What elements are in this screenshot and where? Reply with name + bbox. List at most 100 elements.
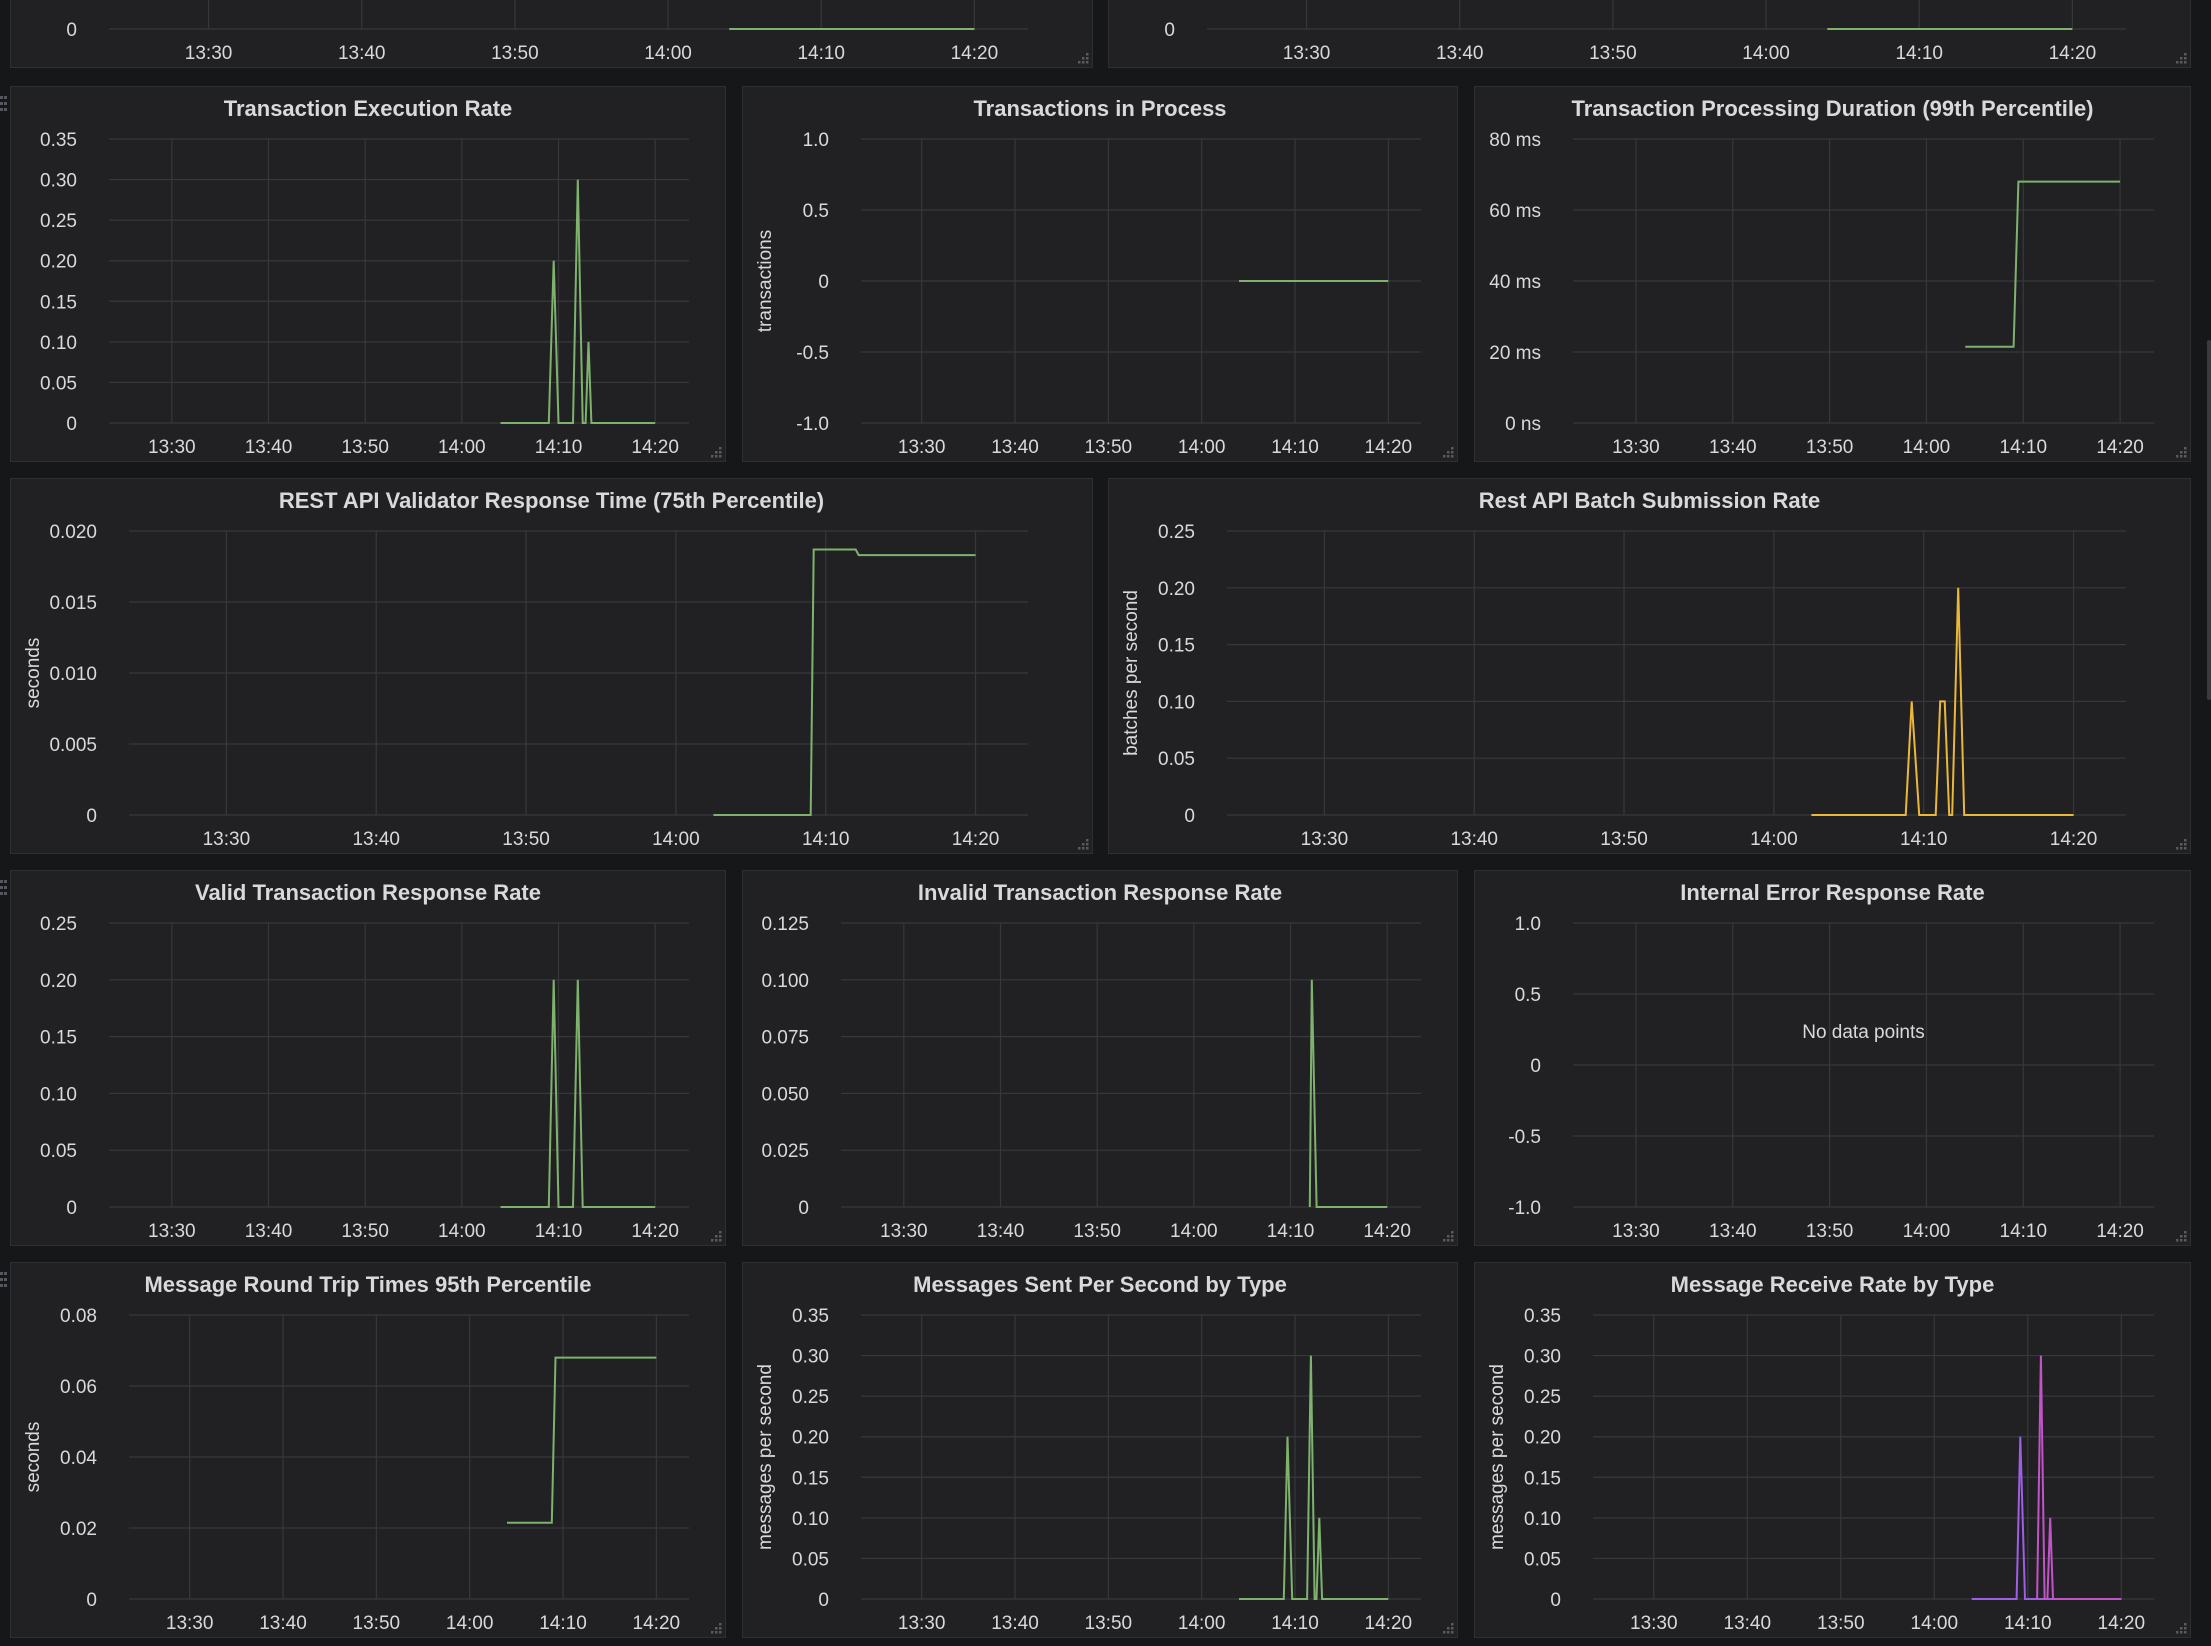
panel-resize-handle-icon[interactable] — [2174, 837, 2188, 851]
y-tick-label: 0.10 — [1524, 1509, 1561, 1530]
y-tick-label: 0.05 — [40, 373, 77, 394]
graph-panel[interactable]: Transaction Processing Duration (99th Pe… — [1474, 86, 2191, 462]
panel-resize-handle-icon[interactable] — [709, 445, 723, 459]
panel-title[interactable]: Message Receive Rate by Type — [1670, 1272, 1995, 1297]
graph-canvas[interactable]: 0.08 0.06 0.04 0.02 0 13:30 13:40 13:50 14:00 14:… — [11, 1263, 725, 1637]
graph-canvas[interactable]: 0.25 0.20 0.15 0.10 0.05 0 13:30 13:40 13:50 14:0… — [11, 871, 725, 1245]
graph-canvas[interactable]: 0 13:30 13:40 13:50 14:00 14:10 14:20 — [1109, 0, 2190, 67]
panel-title[interactable]: Valid Transaction Response Rate — [194, 880, 541, 905]
x-tick-label: 14:20 — [2096, 437, 2144, 458]
graph-canvas[interactable]: 0 13:30 13:40 13:50 14:00 14:10 14:20 — [11, 0, 1092, 67]
y-tick-label: 0.015 — [49, 593, 97, 614]
row-drag-handle[interactable] — [0, 94, 8, 118]
series-line[interactable] — [1965, 180, 2121, 348]
panel-title[interactable]: Message Round Trip Times 95th Percentile — [144, 1272, 592, 1297]
graph-canvas[interactable]: 0.35 0.30 0.25 0.20 0.15 0.10 0.05 0 13:30 13:40 1… — [11, 87, 725, 461]
row-drag-handle[interactable] — [0, 1270, 8, 1294]
x-tick-label: 13:50 — [502, 829, 550, 850]
y-axis-label: seconds — [23, 638, 44, 709]
graph-panel[interactable]: Message Receive Rate by Type 0.35 0.30 0.25… — [1474, 1262, 2191, 1638]
page-scrollbar[interactable] — [2207, 340, 2211, 700]
panel-resize-handle-icon[interactable] — [1076, 837, 1090, 851]
x-tick-label: 14:10 — [1271, 1613, 1319, 1634]
series-line[interactable] — [507, 1356, 657, 1524]
x-tick-label: 14:00 — [1911, 1613, 1959, 1634]
graph-canvas[interactable]: 0.125 0.100 0.075 0.050 0.025 0 13:30 13:40 13:5… — [743, 871, 1457, 1245]
x-tick-label: 14:10 — [1900, 829, 1948, 850]
series-line[interactable] — [500, 979, 656, 1208]
x-tick-label: 13:30 — [166, 1613, 214, 1634]
series-line[interactable] — [500, 179, 656, 424]
y-tick-label: 0.020 — [49, 522, 97, 543]
graph-canvas[interactable]: 0.35 0.30 0.25 0.20 0.15 0.10 0.05 0 13:30 13:40 1… — [1475, 1263, 2190, 1637]
x-tick-label: 13:40 — [991, 1613, 1039, 1634]
y-tick-label: 0.05 — [1158, 749, 1195, 770]
x-tick-label: 13:40 — [338, 43, 386, 64]
panel-resize-handle-icon[interactable] — [2174, 1621, 2188, 1635]
graph-panel[interactable]: Transactions in Process 1.0 0.5 0 -0.5 -1.0 13… — [742, 86, 1458, 462]
panel-title[interactable]: Transaction Processing Duration (99th Pe… — [1571, 96, 2094, 121]
x-tick-label: 13:40 — [1709, 1221, 1757, 1242]
x-tick-label: 14:20 — [1363, 1221, 1411, 1242]
graph-panel[interactable]: 0 13:30 13:40 13:50 14:00 14:10 14:20 — [1108, 0, 2191, 68]
graph-panel[interactable]: Message Round Trip Times 95th Percentile… — [10, 1262, 726, 1638]
panel-resize-handle-icon[interactable] — [1441, 1229, 1455, 1243]
panel-title[interactable]: Messages Sent Per Second by Type — [913, 1272, 1287, 1297]
y-tick-label: 1.0 — [1515, 914, 1541, 935]
graph-panel[interactable]: REST API Validator Response Time (75th P… — [10, 478, 1093, 854]
series-line[interactable] — [1239, 1355, 1389, 1600]
x-tick-label: 13:30 — [880, 1221, 928, 1242]
graph-canvas[interactable]: 0.020 0.015 0.010 0.005 0 13:30 13:40 13:50 14:0… — [11, 479, 1092, 853]
x-tick-label: 13:50 — [1085, 437, 1133, 458]
panel-title[interactable]: Transaction Execution Rate — [223, 96, 513, 121]
panel-title[interactable]: Rest API Batch Submission Rate — [1478, 488, 1821, 513]
y-tick-label: 0.010 — [49, 664, 97, 685]
graph-panel[interactable]: Invalid Transaction Response Rate 0.125 0.… — [742, 870, 1458, 1246]
y-tick-label: 0.025 — [761, 1141, 809, 1162]
series-line[interactable] — [713, 548, 976, 816]
graph-canvas[interactable]: 80 ms 60 ms 40 ms 20 ms 0 ns 13:30 13:40 13:50 1… — [1475, 87, 2190, 461]
row-drag-handle[interactable] — [0, 878, 8, 902]
panel-resize-handle-icon[interactable] — [2174, 445, 2188, 459]
series-line[interactable] — [2036, 1355, 2122, 1600]
graph-panel[interactable]: Transaction Execution Rate 0.35 0.30 0.25 0.… — [10, 86, 726, 462]
x-tick-label: 13:40 — [259, 1613, 307, 1634]
x-tick-label: 14:00 — [652, 829, 700, 850]
panel-title[interactable]: REST API Validator Response Time (75th P… — [278, 488, 825, 513]
graph-panel[interactable]: 0 13:30 13:40 13:50 14:00 14:10 14:20 — [10, 0, 1093, 68]
panel-resize-handle-icon[interactable] — [2174, 51, 2188, 65]
y-tick-label: 0.10 — [792, 1509, 829, 1530]
graph-canvas[interactable]: 0.25 0.20 0.15 0.10 0.05 0 13:30 13:40 13:50 14:0… — [1109, 479, 2190, 853]
x-tick-label: 14:00 — [1178, 1613, 1226, 1634]
series-line[interactable] — [1811, 587, 2074, 816]
x-tick-label: 14:20 — [2049, 43, 2097, 64]
panel-resize-handle-icon[interactable] — [1441, 1621, 1455, 1635]
graph-panel[interactable]: Messages Sent Per Second by Type 0.35 0.30… — [742, 1262, 1458, 1638]
x-tick-label: 14:00 — [644, 43, 692, 64]
panel-resize-handle-icon[interactable] — [2174, 1229, 2188, 1243]
graph-canvas[interactable]: 1.0 0.5 0 -0.5 -1.0 13:30 13:40 13:50 14:00 14:10… — [743, 87, 1457, 461]
panel-resize-handle-icon[interactable] — [709, 1229, 723, 1243]
y-tick-label: 0 — [1164, 20, 1175, 41]
y-tick-label: -1.0 — [1508, 1198, 1541, 1219]
panel-title[interactable]: Transactions in Process — [973, 96, 1227, 121]
panel-resize-handle-icon[interactable] — [709, 1621, 723, 1635]
graph-canvas[interactable]: 1.0 0.5 0 -0.5 -1.0 13:30 13:40 13:50 14:00 14:10… — [1475, 871, 2190, 1245]
graph-panel[interactable]: Internal Error Response Rate 1.0 0.5 0 -0.5 -… — [1474, 870, 2191, 1246]
series-line[interactable] — [1308, 979, 1388, 1208]
y-tick-label: 0.100 — [761, 971, 809, 992]
panel-title[interactable]: Invalid Transaction Response Rate — [917, 880, 1283, 905]
y-tick-label: 0.10 — [40, 333, 77, 354]
graph-canvas[interactable]: 0.35 0.30 0.25 0.20 0.15 0.10 0.05 0 13:30 13:40 1… — [743, 1263, 1457, 1637]
x-tick-label: 13:40 — [245, 437, 293, 458]
panel-resize-handle-icon[interactable] — [1076, 51, 1090, 65]
graph-panel[interactable]: Valid Transaction Response Rate 0.25 0.20 0… — [10, 870, 726, 1246]
y-tick-label: 0 — [1530, 1056, 1541, 1077]
x-tick-label: 14:10 — [2004, 1613, 2052, 1634]
panel-resize-handle-icon[interactable] — [1441, 445, 1455, 459]
graph-panel[interactable]: Rest API Batch Submission Rate 0.25 0.20 0.… — [1108, 478, 2191, 854]
panel-title[interactable]: Internal Error Response Rate — [1680, 880, 1985, 905]
x-tick-label: 14:00 — [1170, 1221, 1218, 1242]
y-tick-label: 0.15 — [792, 1468, 829, 1489]
x-tick-label: 13:40 — [1450, 829, 1498, 850]
